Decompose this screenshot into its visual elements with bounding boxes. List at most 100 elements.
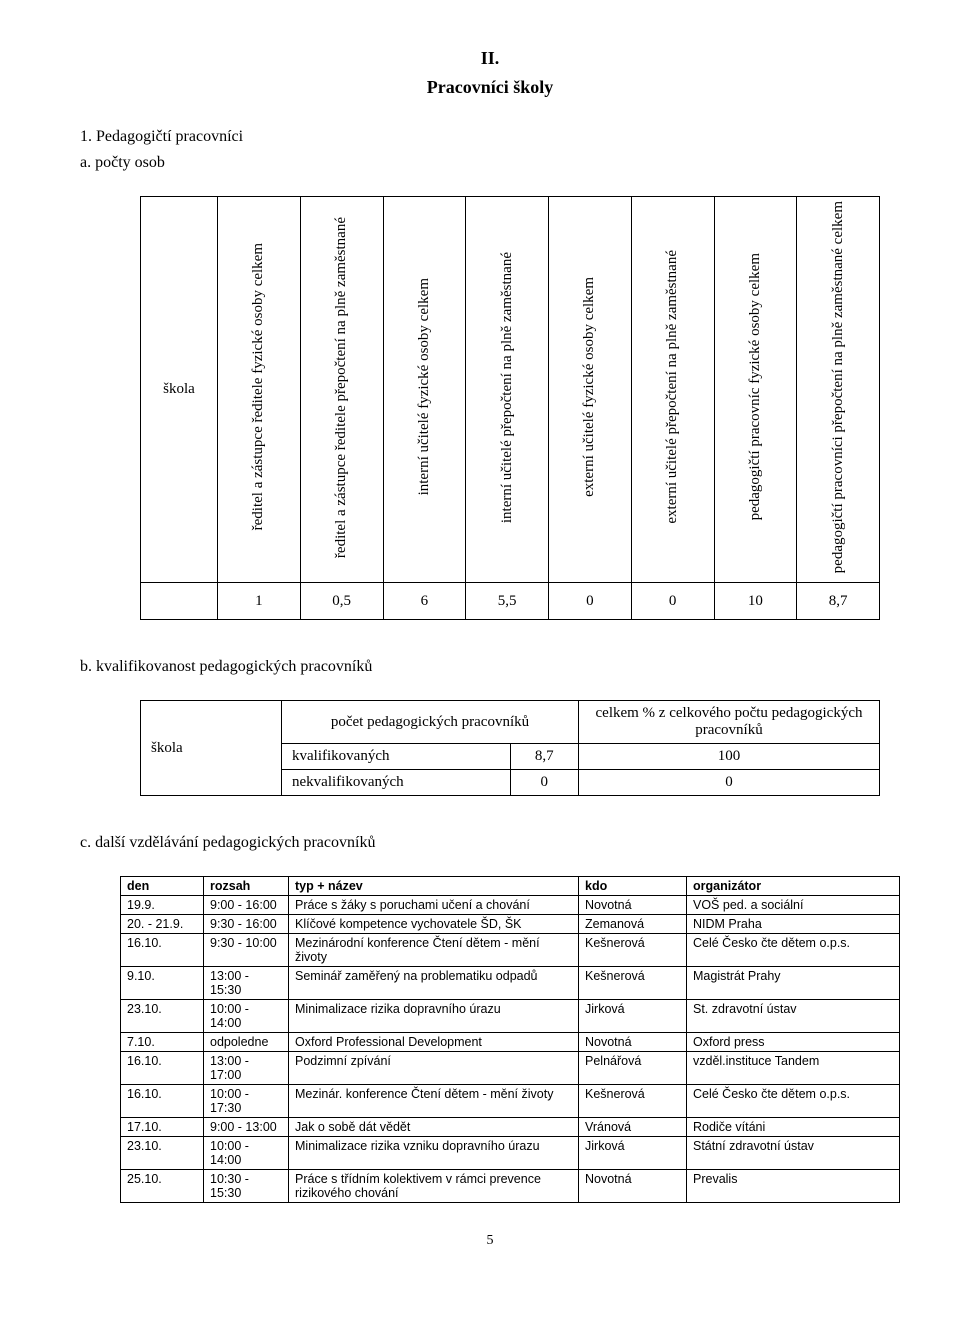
heading-1: 1. Pedagogičtí pracovníci xyxy=(80,128,900,146)
table-c-cell: 10:00 - 14:00 xyxy=(204,1000,289,1033)
table-c-head-den: den xyxy=(121,877,204,896)
table-c-row: 9.10.13:00 - 15:30Seminář zaměřený na pr… xyxy=(121,967,900,1000)
table-c-cell: 16.10. xyxy=(121,934,204,967)
table-c-cell: St. zdravotní ústav xyxy=(687,1000,900,1033)
table-c-cell: Jirková xyxy=(579,1000,687,1033)
table-c-cell: 16.10. xyxy=(121,1085,204,1118)
table-c-cell: Pelnářová xyxy=(579,1052,687,1085)
table-c-row: 20. - 21.9.9:30 - 16:00Klíčové kompetenc… xyxy=(121,915,900,934)
table-c-cell: 17.10. xyxy=(121,1118,204,1137)
table-c-cell: 9.10. xyxy=(121,967,204,1000)
table-c-container: den rozsah typ + název kdo organizátor 1… xyxy=(120,876,900,1203)
table-c-head-org: organizátor xyxy=(687,877,900,896)
table-c-cell: 19.9. xyxy=(121,896,204,915)
table-a-header-7: pedagogičtí pracovníc fyzické osoby celk… xyxy=(714,197,797,583)
table-a-cell: 0 xyxy=(549,583,632,620)
table-c-cell: Celé Česko čte dětem o.p.s. xyxy=(687,934,900,967)
table-c-head-typ: typ + název xyxy=(289,877,579,896)
table-c-cell: 23.10. xyxy=(121,1000,204,1033)
table-c-cell: Oxford Professional Development xyxy=(289,1033,579,1052)
table-b-cell: 8,7 xyxy=(510,744,579,770)
table-a-cell: 10 xyxy=(714,583,797,620)
table-c-cell: Vránová xyxy=(579,1118,687,1137)
table-b-cell: 0 xyxy=(579,770,880,796)
table-b-head-percent: celkem % z celkového počtu pedagogických… xyxy=(579,701,880,744)
table-c-cell: Minimalizace rizika vzniku dopravního úr… xyxy=(289,1137,579,1170)
table-a-header-5: externí učitelé fyzické osoby celkem xyxy=(549,197,632,583)
table-c-row: 25.10.10:30 - 15:30Práce s třídním kolek… xyxy=(121,1170,900,1203)
subheading-b: b. kvalifikovanost pedagogických pracovn… xyxy=(80,658,900,676)
table-a-header-8: pedagogičtí pracovníci přepočtení na pln… xyxy=(797,197,880,583)
table-c-cell: Magistrát Prahy xyxy=(687,967,900,1000)
table-c-cell: 9:00 - 13:00 xyxy=(204,1118,289,1137)
table-a-header-3: interní učitelé fyzické osoby celkem xyxy=(383,197,466,583)
table-c-row: 16.10.9:30 - 10:00Mezinárodní konference… xyxy=(121,934,900,967)
table-c-row: 16.10.13:00 - 17:00Podzimní zpíváníPelná… xyxy=(121,1052,900,1085)
table-a-cell: 5,5 xyxy=(466,583,549,620)
table-a-container: škola ředitel a zástupce ředitele fyzick… xyxy=(140,196,900,620)
table-c-cell: Oxford press xyxy=(687,1033,900,1052)
table-c-cell: 16.10. xyxy=(121,1052,204,1085)
table-c-cell: Kešnerová xyxy=(579,1085,687,1118)
table-c-cell: Novotná xyxy=(579,1033,687,1052)
table-c-cell: Podzimní zpívání xyxy=(289,1052,579,1085)
table-b-cell: 100 xyxy=(579,744,880,770)
table-c-cell: 13:00 - 17:00 xyxy=(204,1052,289,1085)
table-a-header-1: ředitel a zástupce ředitele fyzické osob… xyxy=(218,197,301,583)
table-a-header-6: externí učitelé přepočtení na plně zaměs… xyxy=(631,197,714,583)
table-c-row: 23.10.10:00 - 14:00Minimalizace rizika d… xyxy=(121,1000,900,1033)
table-b: škola počet pedagogických pracovníků cel… xyxy=(140,700,880,796)
table-c-cell: Novotná xyxy=(579,1170,687,1203)
table-c-row: 23.10.10:00 - 14:00Minimalizace rizika v… xyxy=(121,1137,900,1170)
table-c-cell: Minimalizace rizika dopravního úrazu xyxy=(289,1000,579,1033)
table-c-cell: Mezinárodní konference Čtení dětem - měn… xyxy=(289,934,579,967)
table-c-cell: Seminář zaměřený na problematiku odpadů xyxy=(289,967,579,1000)
table-c-cell: Mezinár. konference Čtení dětem - mění ž… xyxy=(289,1085,579,1118)
table-c-cell: Kešnerová xyxy=(579,967,687,1000)
table-a-cell: 0 xyxy=(631,583,714,620)
table-b-cell: 0 xyxy=(510,770,579,796)
table-b-head-skola: škola xyxy=(141,701,282,796)
table-b-container: škola počet pedagogických pracovníků cel… xyxy=(140,700,900,796)
page-number: 5 xyxy=(80,1233,900,1249)
table-c-cell: 7.10. xyxy=(121,1033,204,1052)
table-a-cell: 1 xyxy=(218,583,301,620)
table-a-cell xyxy=(141,583,218,620)
table-c-cell: Práce s žáky s poruchami učení a chování xyxy=(289,896,579,915)
table-a-cell: 0,5 xyxy=(300,583,383,620)
table-c-cell: 9:30 - 10:00 xyxy=(204,934,289,967)
table-c: den rozsah typ + název kdo organizátor 1… xyxy=(120,876,900,1203)
table-c-cell: 9:00 - 16:00 xyxy=(204,896,289,915)
table-c-cell: 23.10. xyxy=(121,1137,204,1170)
table-c-cell: 10:30 - 15:30 xyxy=(204,1170,289,1203)
table-c-cell: Jak o sobě dát vědět xyxy=(289,1118,579,1137)
table-c-cell: Jirková xyxy=(579,1137,687,1170)
section-number: II. xyxy=(80,48,900,69)
table-c-header-row: den rozsah typ + název kdo organizátor xyxy=(121,877,900,896)
table-a-header-row: škola ředitel a zástupce ředitele fyzick… xyxy=(141,197,880,583)
table-c-cell: 10:00 - 14:00 xyxy=(204,1137,289,1170)
subheading-c: c. další vzdělávání pedagogických pracov… xyxy=(80,834,900,852)
table-c-cell: Rodiče vítáni xyxy=(687,1118,900,1137)
table-c-cell: Prevalis xyxy=(687,1170,900,1203)
table-a: škola ředitel a zástupce ředitele fyzick… xyxy=(140,196,880,620)
table-a-cell: 6 xyxy=(383,583,466,620)
subheading-a: a. počty osob xyxy=(80,154,900,172)
table-c-cell: 10:00 - 17:30 xyxy=(204,1085,289,1118)
table-c-cell: Státní zdravotní ústav xyxy=(687,1137,900,1170)
table-c-head-rozsah: rozsah xyxy=(204,877,289,896)
table-c-cell: 9:30 - 16:00 xyxy=(204,915,289,934)
table-a-header-2: ředitel a zástupce ředitele přepočtení n… xyxy=(300,197,383,583)
table-b-cell: nekvalifikovaných xyxy=(282,770,511,796)
table-c-cell: VOŠ ped. a sociální xyxy=(687,896,900,915)
table-c-cell: 25.10. xyxy=(121,1170,204,1203)
table-a-header-4: interní učitelé přepočtení na plně zaměs… xyxy=(466,197,549,583)
table-a-header-0: škola xyxy=(141,197,218,583)
table-c-cell: Práce s třídním kolektivem v rámci preve… xyxy=(289,1170,579,1203)
table-b-head-count: počet pedagogických pracovníků xyxy=(282,701,579,744)
table-c-cell: vzděl.instituce Tandem xyxy=(687,1052,900,1085)
table-b-header-row: škola počet pedagogických pracovníků cel… xyxy=(141,701,880,744)
table-c-cell: Novotná xyxy=(579,896,687,915)
table-c-row: 19.9.9:00 - 16:00Práce s žáky s porucham… xyxy=(121,896,900,915)
table-c-cell: Klíčové kompetence vychovatele ŠD, ŠK xyxy=(289,915,579,934)
